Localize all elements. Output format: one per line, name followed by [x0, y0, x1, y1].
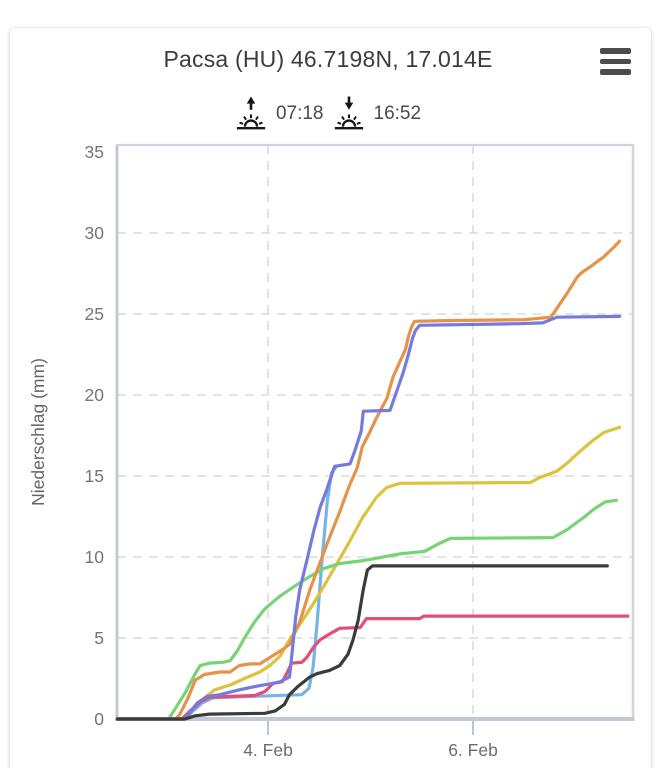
hamburger-bar: [600, 58, 631, 64]
sunset-icon: [334, 96, 363, 130]
hamburger-menu-icon[interactable]: [600, 48, 631, 75]
hamburger-bar: [600, 48, 631, 54]
sunset-time: 16:52: [373, 102, 422, 124]
sunrise-time: 07:18: [275, 102, 324, 124]
chart-card: [10, 28, 651, 768]
sun-times-row: 07:18 16:52: [0, 95, 656, 132]
sunrise-icon: [236, 96, 266, 130]
station-title: Pacsa (HU) 46.7198N, 17.014E: [163, 46, 493, 72]
hamburger-bar: [600, 69, 631, 75]
